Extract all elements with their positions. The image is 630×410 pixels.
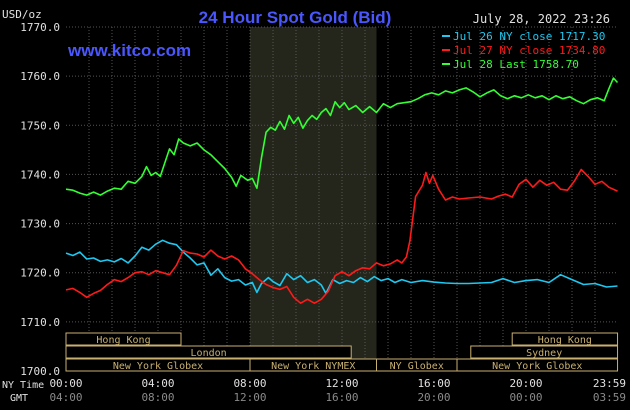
x-tick-label-ny-1: 04:00	[141, 377, 174, 390]
trading-sessions: Hong Kong Hong Kong London Sydney New York G…	[65, 332, 619, 372]
session-label-2: London	[191, 348, 227, 359]
x-tick-label-gmt-6: 03:59	[593, 391, 626, 404]
x-tick-label-ny-5: 20:00	[509, 377, 542, 390]
x-tick-label-gmt-3: 16:00	[325, 391, 358, 404]
y-tick-label-3: 1730.0	[20, 218, 60, 231]
series-line-2	[65, 77, 619, 196]
session-box-2	[65, 345, 352, 359]
ny-time-label: NY Time	[2, 380, 44, 391]
x-tick-label-ny-2: 08:00	[233, 377, 266, 390]
x-tick-label-ny-6: 23:59	[593, 377, 626, 390]
chart-datetime: July 28, 2022 23:26	[473, 12, 610, 26]
y-tick-label-5: 1750.0	[20, 119, 60, 132]
kitco-brand: www.kitco.com	[67, 41, 191, 60]
legend-entry-2: Jul 28 Last 1758.70	[453, 58, 579, 71]
session-label-4: New York Globex	[113, 361, 203, 372]
series-line-1	[65, 168, 618, 304]
x-tick-label-gmt-1: 08:00	[141, 391, 174, 404]
highlight-band	[250, 27, 377, 371]
x-tick-label-ny-0: 00:00	[49, 377, 82, 390]
nymex-session-highlight	[250, 27, 377, 371]
y-tick-label-2: 1720.0	[20, 267, 60, 280]
x-tick-label-gmt-2: 12:00	[233, 391, 266, 404]
session-label-3: Sydney	[526, 348, 562, 359]
x-tick-label-gmt-0: 04:00	[49, 391, 82, 404]
gmt-label: GMT	[10, 393, 28, 404]
session-label-7: New York Globex	[492, 361, 582, 372]
y-axis-tick-labels: 1700.0 1710.0 1720.0 1730.0 1740.0 1750.0 1760…	[20, 21, 60, 378]
series-line-0	[65, 239, 618, 295]
x-axis-tick-labels: 00:0004:0004:0008:0008:0012:0012:0016:00…	[49, 377, 626, 404]
legend-entry-0: Jul 26 NY close 1717.30	[453, 30, 605, 43]
y-tick-label-1: 1710.0	[20, 316, 60, 329]
session-label-1: Hong Kong	[538, 335, 592, 346]
x-tick-label-gmt-5: 00:00	[509, 391, 542, 404]
y-axis-unit-label: USD/oz	[2, 8, 42, 21]
session-box-3	[470, 345, 619, 359]
session-label-0: Hong Kong	[96, 335, 150, 346]
legend-entry-1: Jul 27 NY close 1734.80	[453, 44, 605, 57]
session-box-0	[65, 332, 182, 346]
y-tick-label-7: 1770.0	[20, 21, 60, 34]
x-tick-label-ny-3: 12:00	[325, 377, 358, 390]
chart-title: 24 Hour Spot Gold (Bid)	[199, 8, 392, 27]
y-tick-label-4: 1740.0	[20, 168, 60, 181]
x-tick-label-gmt-4: 20:00	[417, 391, 450, 404]
y-tick-label-0: 1700.0	[20, 365, 60, 378]
session-box-1	[511, 332, 619, 346]
x-tick-label-ny-4: 16:00	[417, 377, 450, 390]
price-series	[65, 77, 619, 304]
session-box-7	[456, 358, 619, 372]
session-label-6: NY Globex	[390, 361, 444, 372]
session-label-5: New York NYMEX	[271, 361, 355, 372]
y-tick-label-6: 1760.0	[20, 70, 60, 83]
grid-lines	[66, 26, 618, 372]
